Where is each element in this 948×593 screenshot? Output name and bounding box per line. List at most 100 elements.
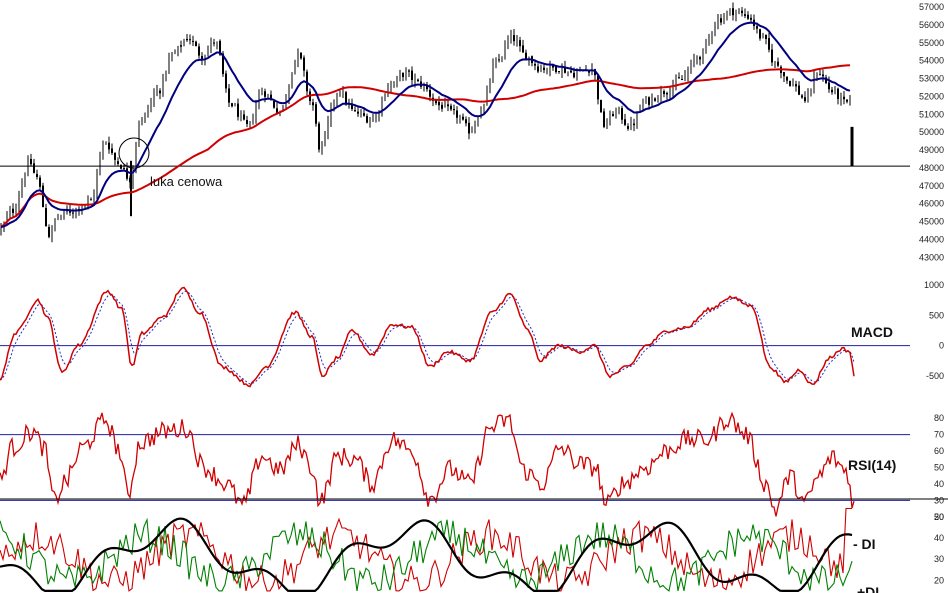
price-tick-label: 51000	[919, 109, 944, 119]
price-bar-body	[822, 74, 824, 77]
price-bar-body	[303, 57, 305, 71]
price-bar-body	[741, 10, 743, 14]
rsi-tick-label: 80	[934, 413, 944, 423]
rsi-label: RSI(14)	[848, 457, 896, 473]
price-bar-body	[450, 105, 452, 110]
price-bar-body	[441, 104, 443, 109]
price-bar-body	[831, 89, 833, 93]
price-bar-body	[453, 108, 455, 111]
price-bar-body	[411, 70, 413, 81]
rsi-panel: 20 30 40 50 60 70 80	[0, 411, 944, 522]
price-bar-body	[264, 91, 266, 97]
price-panel: 43000 44000 45000 46000 47000 48000 49000 50000…	[0, 2, 944, 262]
price-bar-body	[765, 34, 767, 39]
price-bar-body	[798, 85, 800, 95]
rsi-tick-label: 20	[934, 512, 944, 522]
rsi-tick-label: 60	[934, 446, 944, 456]
price-ma-fast-line	[0, 21, 851, 228]
price-tick-label: 49000	[919, 145, 944, 155]
price-bar-body	[627, 126, 629, 129]
price-bar-body	[345, 92, 347, 104]
price-bar-body	[513, 35, 515, 42]
plus-di-label: +DI	[857, 584, 879, 593]
rsi-tick-label: 40	[934, 479, 944, 489]
price-bar-body	[447, 104, 449, 107]
price-bar-body	[795, 84, 797, 87]
price-bar-body	[429, 89, 431, 97]
price-bar-body	[570, 70, 572, 73]
price-bar-body	[222, 53, 224, 74]
rsi-tick-label: 30	[934, 495, 944, 505]
price-bar-body	[786, 76, 788, 81]
macd-tick-label: 1000	[924, 280, 944, 290]
price-bar-body	[465, 119, 467, 124]
price-bar-body	[732, 8, 734, 16]
price-bar-body	[720, 18, 722, 23]
price-tick-label: 55000	[919, 38, 944, 48]
price-bar-body	[621, 108, 623, 120]
price-bar-body	[534, 63, 536, 66]
price-bar-body	[648, 97, 650, 105]
price-bar-body	[243, 114, 245, 120]
price-bar-body	[120, 164, 122, 169]
price-bar-body	[213, 42, 215, 44]
macd-line	[0, 286, 855, 388]
dmi-tick-label: 50	[934, 512, 944, 522]
price-bar-body	[123, 168, 125, 170]
price-bar-body	[462, 116, 464, 120]
price-bar-body	[543, 67, 545, 71]
price-bar-body	[564, 66, 566, 73]
price-bar-body	[246, 119, 248, 125]
price-bar-body	[756, 26, 758, 29]
price-bar-body	[624, 119, 626, 125]
price-bar-body	[315, 104, 317, 124]
price-bar-body	[435, 100, 437, 104]
price-bar-body	[843, 96, 845, 100]
price-bar-body	[666, 93, 668, 95]
price-tick-label: 53000	[919, 74, 944, 84]
price-bar-body	[771, 49, 773, 63]
price-bar-body	[519, 40, 521, 47]
price-bar-body	[159, 90, 161, 94]
price-bar-body	[357, 111, 359, 114]
price-ma-slow-line	[0, 64, 851, 228]
price-bar-body	[681, 78, 683, 80]
price-bar-body	[846, 99, 848, 102]
gap-annotation-label: luka cenowa	[150, 174, 223, 189]
price-bar-body	[351, 103, 353, 110]
price-bar-body	[402, 72, 404, 78]
price-bar-body	[663, 91, 665, 95]
price-bar-body	[417, 79, 419, 82]
price-bar-body	[108, 142, 110, 150]
price-bar-body	[12, 208, 14, 213]
price-bar-body	[189, 39, 191, 41]
price-bar-body	[33, 163, 35, 173]
price-bar-body	[180, 45, 182, 47]
price-tick-label: 46000	[919, 199, 944, 209]
price-bar-body	[828, 82, 830, 90]
price-bar-body	[366, 116, 368, 123]
price-bar-body	[111, 148, 113, 153]
price-bar-body	[36, 173, 38, 177]
gap-circle-annotation	[118, 137, 150, 169]
price-bar-body	[438, 101, 440, 106]
macd-panel: -500 0 500 1000	[0, 280, 944, 388]
price-bar-body	[603, 111, 605, 127]
price-bar-body	[39, 177, 41, 187]
price-bar-body	[219, 40, 221, 55]
price-bar-body	[408, 70, 410, 72]
price-bar-body	[231, 103, 233, 107]
rsi-tick-label: 50	[934, 462, 944, 472]
dmi-tick-label: 40	[934, 533, 944, 543]
price-bar-body	[273, 100, 275, 108]
price-bar-body	[819, 74, 821, 76]
price-bar-body	[537, 66, 539, 72]
price-bar-body	[777, 61, 779, 66]
price-bar-body	[354, 110, 356, 112]
price-tick-label: 45000	[919, 217, 944, 227]
price-bar-body	[600, 100, 602, 113]
price-bar-body	[48, 226, 50, 237]
dmi-panel: 20 30 40 50	[0, 507, 944, 592]
macd-tick-label: 0	[939, 341, 944, 351]
